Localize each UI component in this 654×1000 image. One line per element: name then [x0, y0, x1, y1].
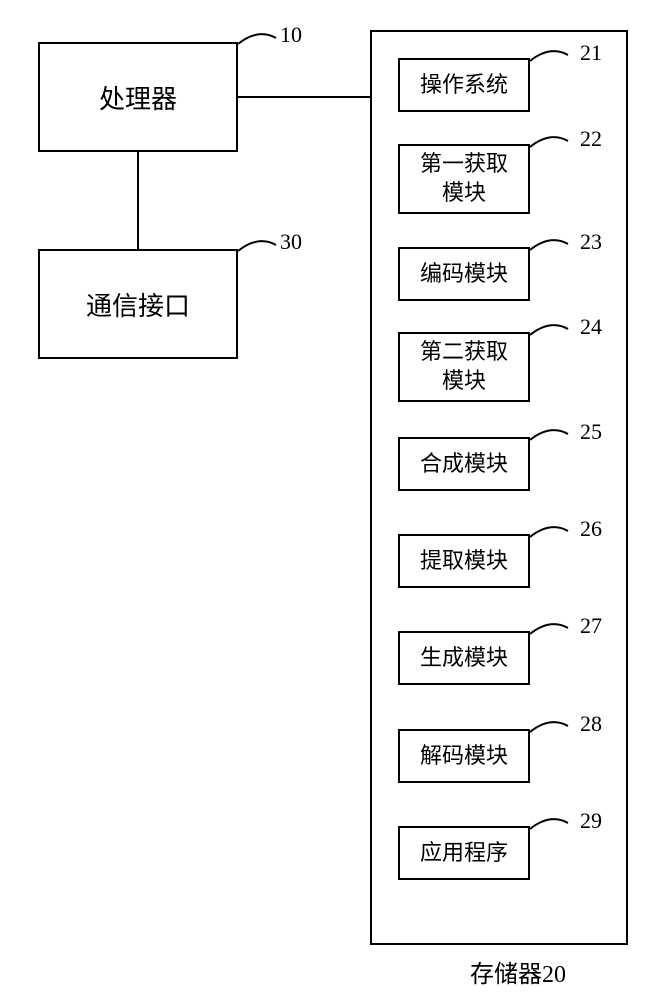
ref-24: 24: [580, 314, 602, 340]
module-synthesize: 合成模块: [398, 437, 530, 491]
leader-29: [520, 813, 580, 843]
module-application: 应用程序: [398, 826, 530, 880]
comm-interface-box: 通信接口: [38, 249, 238, 359]
ref-29: 29: [580, 808, 602, 834]
ref-23: 23: [580, 229, 602, 255]
module-second-acquire: 第二获取 模块: [398, 332, 530, 402]
leader-26: [520, 521, 580, 551]
memory-label: 存储器20: [470, 954, 566, 989]
module-first-acquire: 第一获取 模块: [398, 144, 530, 214]
processor-box: 处理器: [38, 42, 238, 152]
comm-interface-label: 通信接口: [86, 286, 190, 323]
ref-27: 27: [580, 613, 602, 639]
leader-22: [520, 131, 580, 161]
ref-22: 22: [580, 126, 602, 152]
connector-proc-mem: [238, 96, 370, 98]
leader-processor: [228, 28, 288, 58]
module-generate: 生成模块: [398, 631, 530, 685]
leader-24: [520, 319, 580, 349]
ref-25: 25: [580, 419, 602, 445]
connector-proc-comm: [137, 152, 139, 249]
leader-comm: [228, 235, 288, 265]
ref-21: 21: [580, 40, 602, 66]
ref-comm: 30: [280, 229, 302, 255]
ref-28: 28: [580, 711, 602, 737]
leader-27: [520, 618, 580, 648]
ref-processor: 10: [280, 22, 302, 48]
leader-21: [520, 45, 580, 75]
ref-26: 26: [580, 516, 602, 542]
leader-28: [520, 716, 580, 746]
module-os: 操作系统: [398, 58, 530, 112]
leader-23: [520, 234, 580, 264]
module-decode: 解码模块: [398, 729, 530, 783]
processor-label: 处理器: [99, 79, 177, 116]
leader-25: [520, 424, 580, 454]
module-encode: 编码模块: [398, 247, 530, 301]
module-extract: 提取模块: [398, 534, 530, 588]
